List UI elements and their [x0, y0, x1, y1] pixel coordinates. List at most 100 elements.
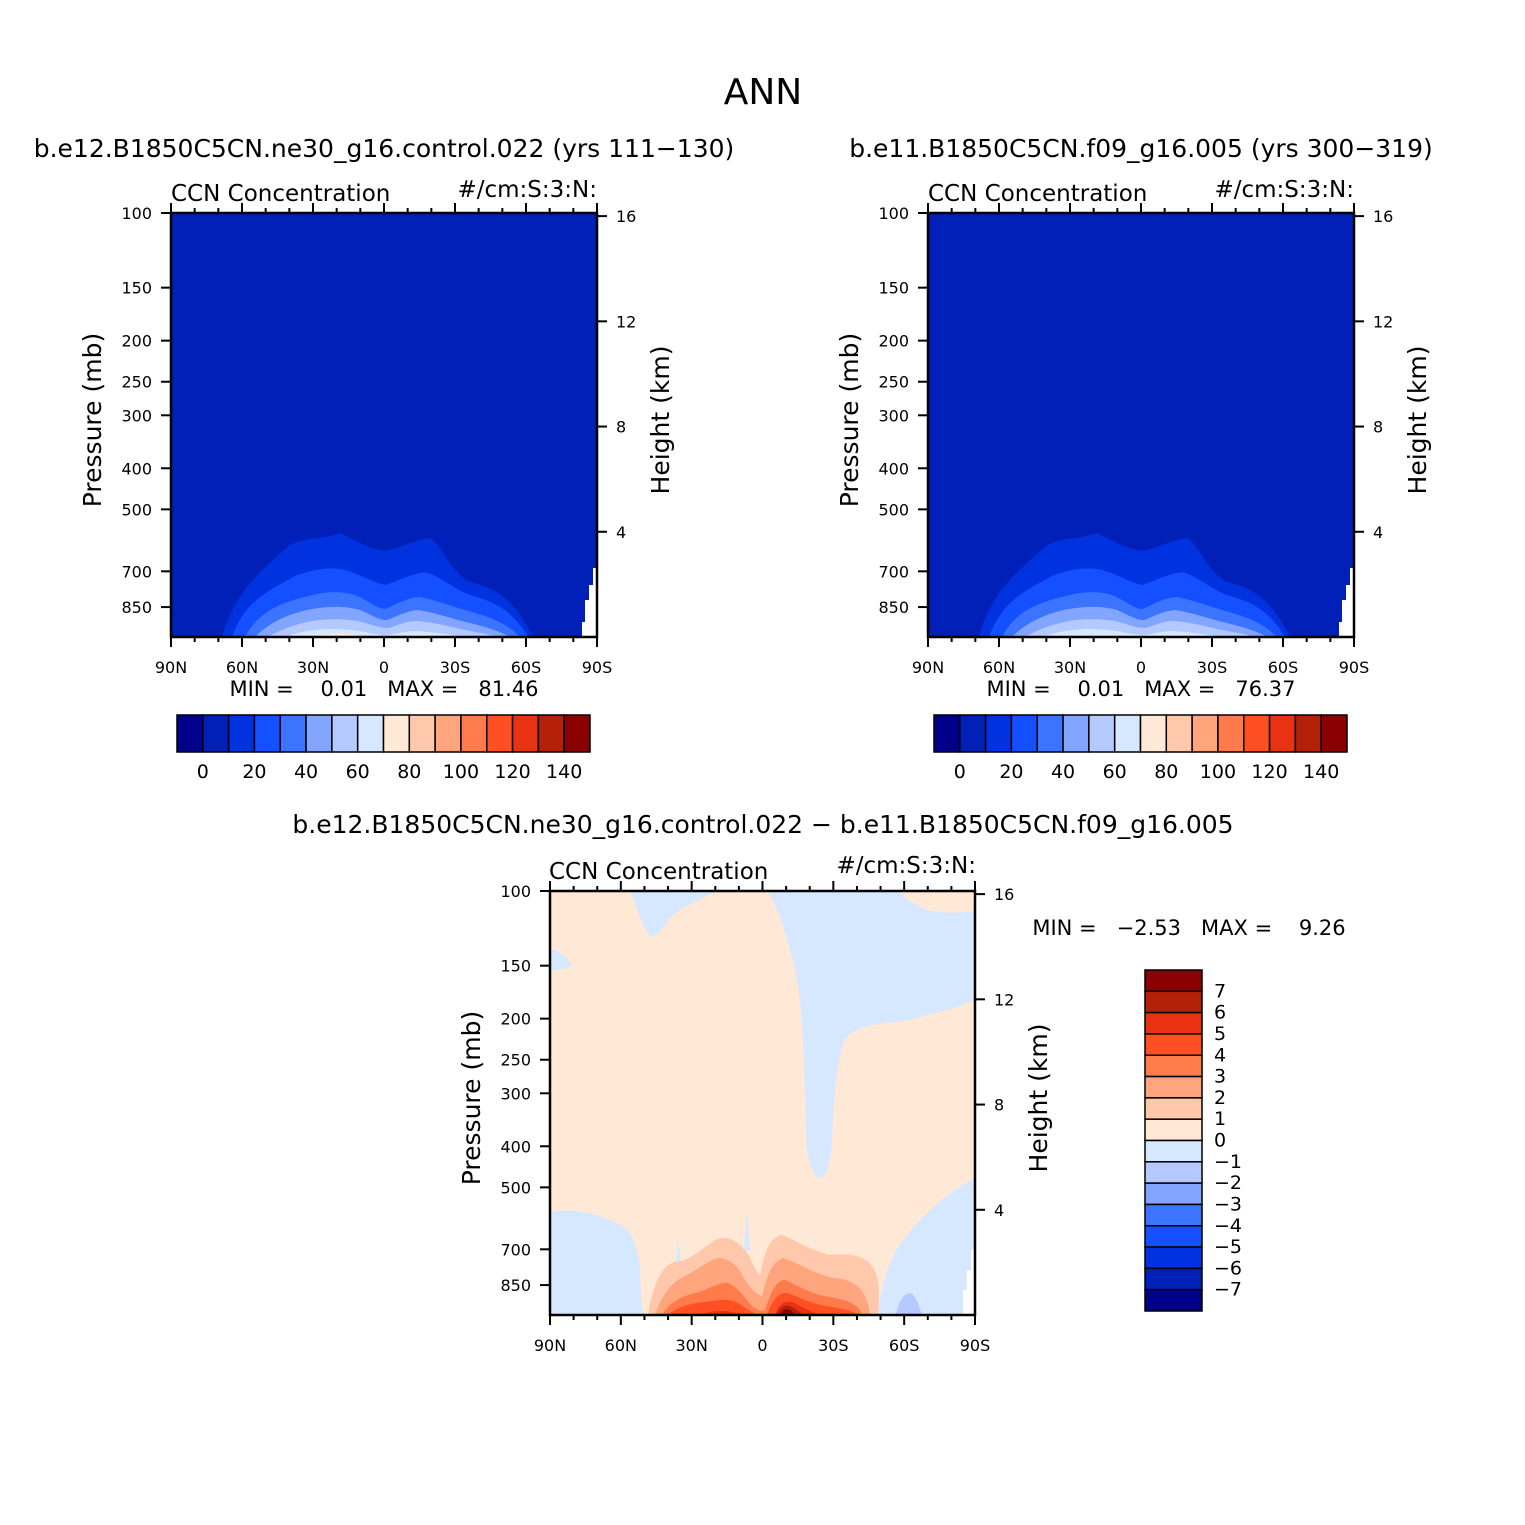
y-tick-label: 700: [500, 1240, 531, 1259]
colorbar-label: 80: [397, 761, 421, 783]
colorbar-label: 80: [1154, 761, 1178, 783]
x-tick-label: 30S: [440, 658, 471, 677]
height-tick-label: 4: [994, 1201, 1004, 1220]
y-axis-label-right: Height (km): [1024, 1024, 1053, 1173]
x-tick-label: 30N: [676, 1336, 708, 1355]
panel-3-neg-tiny-left: [550, 948, 572, 970]
colorbar-box: [1139, 714, 1168, 753]
y-tick-label: 850: [878, 598, 909, 617]
colorbar-label: −3: [1214, 1193, 1242, 1215]
colorbar-box: [1113, 714, 1142, 753]
panel-3-right-string: #/cm:S:3:N:: [836, 853, 976, 879]
colorbar-box: [1144, 969, 1203, 993]
y-tick-label: 300: [500, 1084, 531, 1103]
x-tick-label: 0: [1136, 658, 1146, 677]
y-tick-label: 200: [878, 332, 909, 351]
x-tick-label: 90S: [1339, 658, 1370, 677]
panel-3-missing-data: [963, 1250, 975, 1315]
y-tick-label: 400: [500, 1137, 531, 1156]
colorbar-box: [1320, 714, 1348, 753]
colorbar-box: [1036, 714, 1064, 753]
x-tick-label: 60N: [226, 658, 258, 677]
x-tick-label: 90S: [582, 658, 613, 677]
panel-2-colorbar: 0 20 40 60 80 100 120 140: [933, 714, 1348, 783]
colorbar-box: [460, 714, 488, 753]
x-tick-label: 0: [379, 658, 389, 677]
x-tick-label: 30N: [1054, 658, 1086, 677]
colorbar-box: [1144, 990, 1203, 1014]
colorbar-box: [1144, 1097, 1203, 1120]
y-axis-label: Pressure (mb): [457, 1011, 486, 1185]
colorbar-box: [331, 714, 359, 753]
y-tick-label: 850: [500, 1276, 531, 1295]
colorbar-label: 0: [954, 761, 966, 783]
panel-2: b.e11.B1850C5CN.f09_g16.005 (yrs 300−319…: [835, 134, 1433, 783]
x-tick-label: 60S: [889, 1336, 920, 1355]
colorbar-box: [1144, 1033, 1203, 1056]
y-tick-label: 500: [500, 1178, 531, 1197]
height-tick-label: 16: [994, 885, 1014, 904]
panel-1: b.e12.B1850C5CN.ne30_g16.control.022 (yr…: [34, 134, 735, 783]
y-tick-label: 200: [121, 332, 152, 351]
x-tick-label: 0: [757, 1336, 767, 1355]
panel-3-axes: 90N 60N 30N 0 30S 60S 90S 100 150 200 250 300 400 500…: [457, 881, 1053, 1355]
panel-2-title: b.e11.B1850C5CN.f09_g16.005 (yrs 300−319…: [849, 134, 1433, 163]
y-tick-label: 150: [500, 957, 531, 976]
colorbar-box: [1243, 714, 1271, 753]
y-axis-label-right: Height (km): [1403, 346, 1432, 495]
y-tick-label: 500: [121, 500, 152, 519]
panel-1-missing-data: [582, 568, 597, 637]
colorbar-label: 20: [242, 761, 266, 783]
colorbar-box: [933, 714, 961, 753]
panel-3-plot: [548, 889, 977, 1317]
colorbar-box: [279, 714, 307, 753]
panel-1-axes: 90N 60N 30N 0 30S 60S 90S 100 150 200 250 300 400 500…: [78, 203, 675, 677]
colorbar-label: 0: [1214, 1130, 1226, 1152]
colorbar-box: [176, 714, 204, 753]
height-tick-label: 4: [616, 523, 626, 542]
colorbar-label: 100: [443, 761, 479, 783]
colorbar-label: 6: [1214, 1002, 1226, 1024]
panel-3-pos-7: [780, 1309, 795, 1315]
colorbar-box: [356, 714, 385, 753]
colorbar-label: −6: [1214, 1257, 1242, 1279]
colorbar-box: [305, 714, 333, 753]
main-title: ANN: [724, 72, 803, 113]
panel-2-right-string: #/cm:S:3:N:: [1214, 177, 1354, 203]
y-tick-label: 300: [121, 406, 152, 425]
colorbar-box: [408, 714, 436, 753]
panel-1-plot: [169, 211, 599, 639]
colorbar-label: −7: [1214, 1279, 1242, 1301]
colorbar-box: [959, 714, 987, 753]
panel-3-neg-lower-left: [550, 1210, 645, 1315]
colorbar-label: −2: [1214, 1172, 1242, 1194]
panel-3-neg-top-left: [630, 891, 717, 937]
panel-3-neg-lower-right: [878, 1178, 975, 1315]
panel-2-plot: [926, 211, 1356, 639]
colorbar-box: [537, 714, 565, 753]
y-tick-label: 500: [878, 500, 909, 519]
colorbar-label: 140: [546, 761, 582, 783]
y-tick-label: 400: [121, 459, 152, 478]
colorbar-box: [434, 714, 462, 753]
y-tick-label: 850: [121, 598, 152, 617]
colorbar-box: [227, 714, 256, 753]
colorbar-box: [1165, 714, 1193, 753]
colorbar-label: 60: [1103, 761, 1127, 783]
colorbar-label: 0: [197, 761, 209, 783]
colorbar-label: −4: [1214, 1215, 1242, 1237]
colorbar-box: [1062, 714, 1090, 753]
colorbar-label: 100: [1200, 761, 1236, 783]
colorbar-label: 2: [1214, 1087, 1226, 1109]
colorbar-box: [1191, 714, 1219, 753]
colorbar-box: [1144, 1139, 1203, 1163]
colorbar-box: [1088, 714, 1116, 753]
height-tick-label: 8: [994, 1096, 1004, 1115]
colorbar-box: [1144, 1267, 1203, 1291]
x-tick-label: 60N: [605, 1336, 637, 1355]
x-tick-label: 90S: [960, 1336, 991, 1355]
colorbar-box: [511, 714, 540, 753]
colorbar-label: 140: [1303, 761, 1339, 783]
colorbar-box: [202, 714, 230, 753]
